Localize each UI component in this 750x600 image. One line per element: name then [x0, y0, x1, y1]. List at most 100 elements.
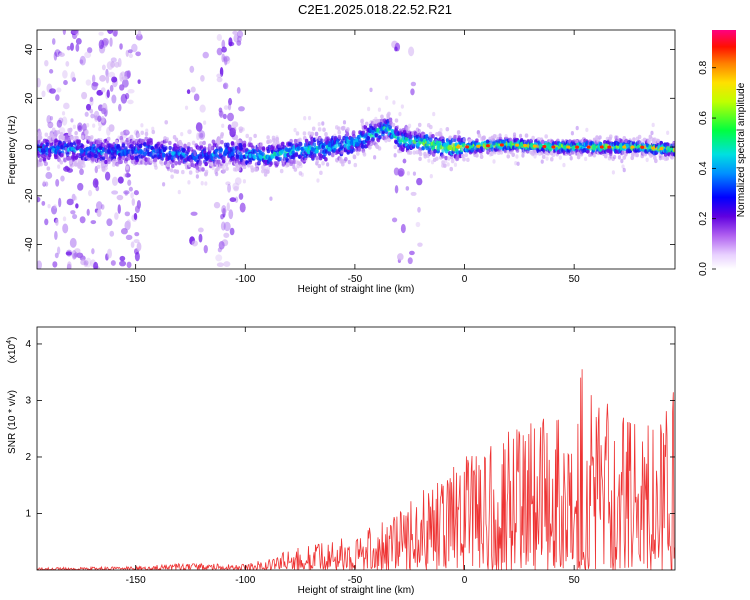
heatmap-cell: [51, 127, 56, 132]
heatmap-cell: [215, 160, 220, 165]
heatmap-cell: [569, 156, 573, 161]
heatmap-cell: [315, 155, 319, 161]
heatmap-cell: [207, 143, 212, 148]
heatmap-cell: [222, 83, 227, 89]
heatmap-cell: [199, 141, 203, 146]
heatmap-cell: [86, 208, 90, 216]
heatmap-cell: [86, 123, 90, 128]
heatmap-cell: [621, 150, 625, 155]
heatmap-cell: [96, 164, 101, 169]
heatmap-cell: [80, 155, 85, 160]
heatmap-cell: [481, 135, 485, 141]
heatmap-cell: [446, 162, 450, 167]
heatmap-cell: [98, 126, 102, 132]
heatmap-cell: [366, 135, 371, 141]
heatmap-cell: [76, 144, 80, 150]
heatmap-cell: [227, 183, 232, 193]
heatmap-cell: [607, 156, 612, 161]
heatmap-cell: [491, 137, 496, 142]
heatmap-cell: [153, 154, 158, 159]
heatmap-cell: [109, 230, 115, 237]
heatmap-cell: [91, 248, 95, 255]
heatmap-cell: [234, 196, 239, 203]
heatmap-cell: [162, 182, 166, 187]
heatmap-cell: [412, 142, 416, 148]
heatmap-cell: [79, 216, 86, 224]
heatmap-cell: [368, 145, 372, 150]
heatmap-cell: [377, 107, 382, 112]
heatmap-cell: [193, 151, 197, 157]
heatmap-cell: [196, 122, 201, 127]
heatmap-cell: [118, 103, 122, 112]
heatmap-cell: [72, 252, 78, 259]
heatmap-cell: [259, 142, 264, 147]
heatmap-cell: [221, 158, 226, 164]
heatmap-cell: [614, 135, 618, 140]
heatmap-cell: [672, 147, 675, 153]
heatmap-cell: [475, 153, 479, 158]
heatmap-cell: [164, 120, 169, 125]
heatmap-cell: [87, 189, 93, 197]
heatmap-cell: [280, 141, 285, 147]
heatmap-cell: [385, 95, 389, 100]
heatmap-cell: [62, 30, 66, 36]
heatmap-cell: [119, 260, 127, 267]
heatmap-cell: [120, 93, 128, 104]
heatmap-cell: [261, 146, 266, 151]
heatmap-cell: [412, 171, 417, 176]
heatmap-cell: [220, 221, 226, 231]
heatmap-peak: [575, 145, 580, 149]
heatmap-cell: [405, 186, 410, 191]
heatmap-cell: [130, 155, 135, 161]
heatmap-cell: [45, 171, 53, 179]
heatmap-cell: [90, 220, 97, 225]
heatmap-cell: [133, 190, 139, 196]
y-tick-label: 2: [25, 452, 31, 463]
heatmap-cell: [91, 157, 95, 162]
heatmap-cell: [77, 139, 82, 144]
heatmap-cell: [117, 204, 121, 214]
heatmap-cell: [330, 152, 335, 158]
heatmap-peak: [659, 147, 664, 151]
heatmap-cell: [101, 152, 105, 158]
heatmap-cell: [75, 38, 82, 45]
y-tick-label: -20: [24, 188, 35, 203]
snr-y-multiplier: (x104): [6, 337, 18, 364]
heatmap-cell: [289, 159, 294, 165]
heatmap-cell: [220, 132, 224, 137]
heatmap-cell: [402, 158, 407, 164]
heatmap-cell: [576, 151, 581, 156]
heatmap-peak: [630, 145, 635, 149]
heatmap-cell: [345, 131, 350, 137]
heatmap-cell: [450, 158, 455, 164]
heatmap-cell: [400, 223, 406, 234]
heatmap-cell: [59, 160, 64, 165]
heatmap-cell: [91, 74, 96, 84]
heatmap-cell: [225, 181, 231, 186]
heatmap-cell: [182, 148, 187, 154]
heatmap-cell: [79, 55, 86, 66]
heatmap-cell: [283, 153, 288, 158]
heatmap-cell: [86, 153, 91, 158]
heatmap-cell: [462, 157, 466, 162]
heatmap-cell: [133, 212, 138, 221]
heatmap-cell: [462, 137, 467, 143]
heatmap-peak: [651, 146, 656, 150]
heatmap-cell: [374, 123, 378, 128]
heatmap-cell: [83, 262, 88, 268]
spectrogram-x-axis-label: Height of straight line (km): [298, 284, 415, 295]
heatmap-cell: [421, 146, 425, 151]
heatmap-cell: [144, 131, 149, 137]
heatmap-cell: [210, 145, 214, 150]
heatmap-cell: [101, 167, 106, 172]
heatmap-cell: [394, 185, 399, 194]
heatmap-cell: [57, 246, 61, 255]
heatmap-cell: [224, 157, 228, 162]
heatmap-cell: [45, 142, 50, 147]
heatmap-peak: [476, 144, 481, 148]
heatmap-cell: [622, 155, 627, 160]
heatmap-cell: [449, 166, 454, 172]
heatmap-cell: [406, 126, 410, 131]
heatmap-cell: [195, 122, 203, 132]
heatmap-cell: [518, 133, 523, 139]
